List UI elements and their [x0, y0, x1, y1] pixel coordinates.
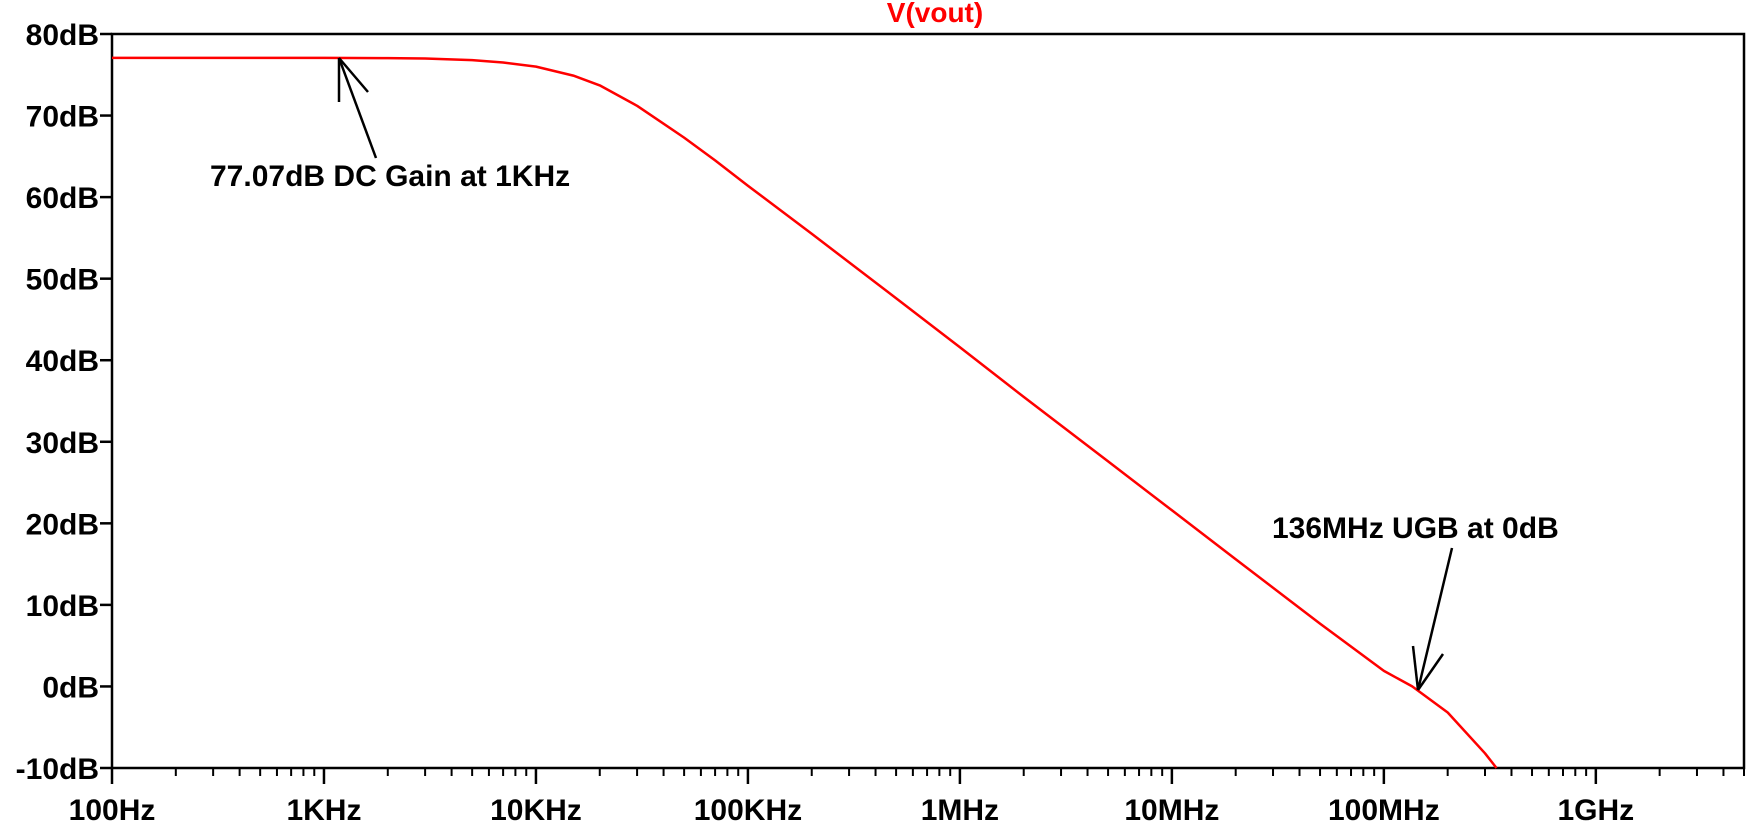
- annotation-ugb-arrow-head-right: [1416, 653, 1445, 691]
- y-tick-label: 70dB: [26, 101, 99, 134]
- x-tick-label: 100MHz: [1328, 794, 1440, 827]
- x-tick-label: 1GHz: [1557, 794, 1634, 827]
- annotation-ugb-arrow-head-left: [1411, 645, 1420, 691]
- y-tick-label: 30dB: [26, 427, 99, 460]
- series-layer: [112, 56, 1498, 769]
- y-tick-label: 40dB: [26, 345, 99, 378]
- y-tick-label: 60dB: [26, 182, 99, 215]
- chart-title: V(vout): [887, 0, 983, 28]
- annotation-ugb-label: 136MHz UGB at 0dB: [1272, 512, 1559, 545]
- y-tick-label: 0dB: [42, 671, 99, 704]
- annotation-dc-gain-label: 77.07dB DC Gain at 1KHz: [210, 160, 570, 193]
- x-tick-label: 100KHz: [694, 794, 802, 827]
- plot-area-frame: [110, 32, 1746, 770]
- y-tick-label: 50dB: [26, 264, 99, 297]
- annotation-dc-gain-arrow-shaft: [337, 57, 378, 159]
- y-ticks: [100, 32, 112, 770]
- y-tick-label: 80dB: [26, 19, 99, 52]
- annotation-dc-gain: 77.07dB DC Gain at 1KHz: [210, 57, 570, 193]
- x-tick-label: 10MHz: [1124, 794, 1219, 827]
- y-tick-labels: 80dB 70dB 60dB 50dB 40dB 30dB 20dB 10dB 0dB -10dB: [16, 19, 99, 786]
- x-tick-label: 100Hz: [69, 794, 156, 827]
- x-minor-ticks: [174, 768, 1745, 776]
- annotation-ugb-arrow-shaft: [1416, 547, 1454, 691]
- x-tick-label: 1MHz: [921, 794, 999, 827]
- y-tick-label: 20dB: [26, 508, 99, 541]
- series-line-vout: [112, 56, 1498, 769]
- annotation-ugb: 136MHz UGB at 0dB: [1272, 512, 1559, 691]
- x-tick-labels: 100Hz 1KHz 10KHz 100KHz 1MHz 10MHz 100MHz 1GHz: [69, 794, 1635, 827]
- y-tick-label: 10dB: [26, 590, 99, 623]
- x-major-ticks: [110, 768, 1598, 784]
- annotation-dc-gain-arrow-head-right: [338, 57, 369, 93]
- x-tick-label: 10KHz: [490, 794, 582, 827]
- x-tick-label: 1KHz: [286, 794, 361, 827]
- y-tick-label: -10dB: [16, 753, 99, 786]
